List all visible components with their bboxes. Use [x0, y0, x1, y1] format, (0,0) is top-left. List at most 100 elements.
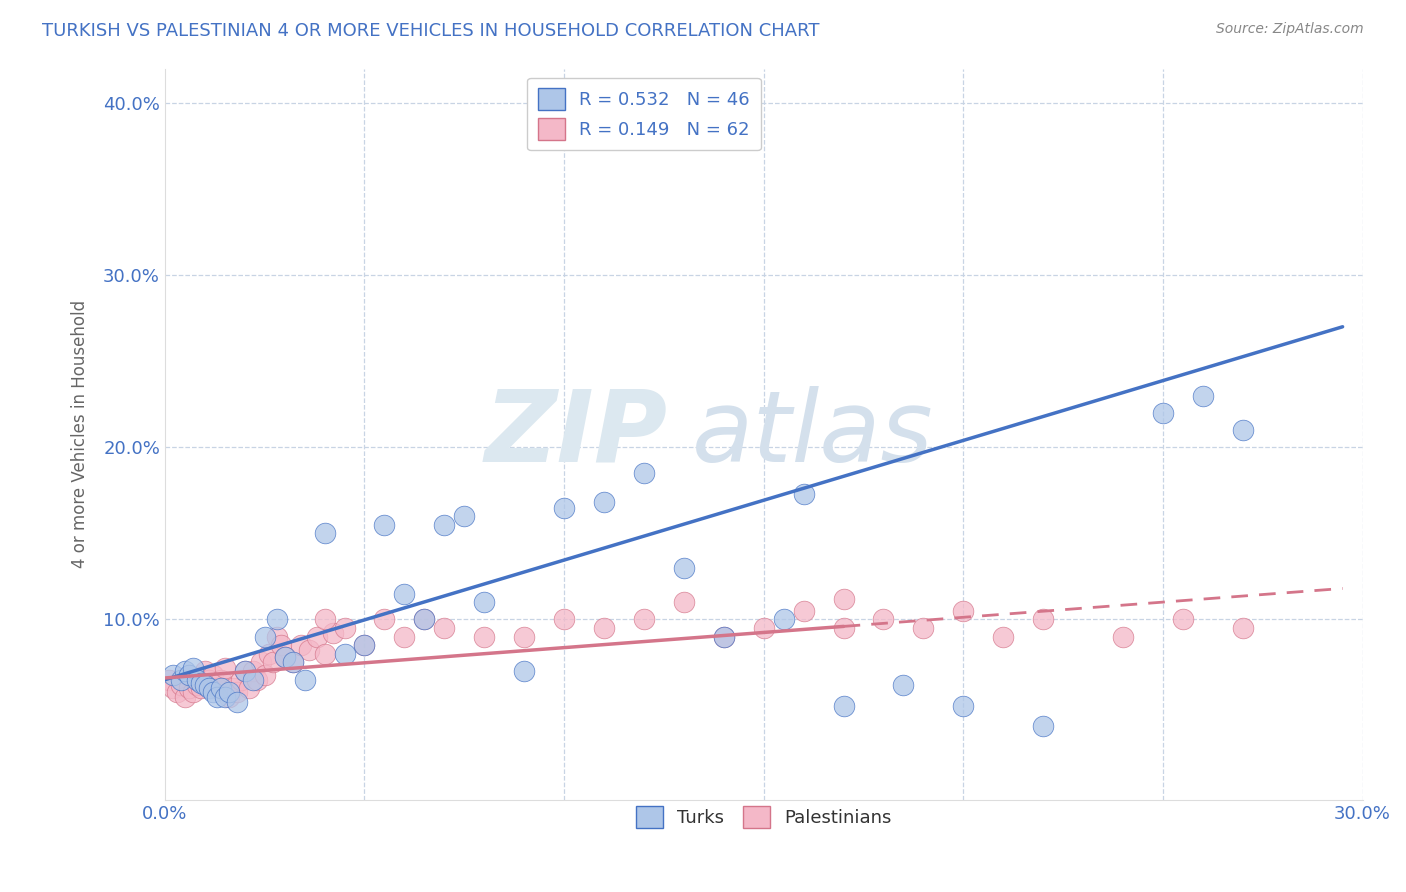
Y-axis label: 4 or more Vehicles in Household: 4 or more Vehicles in Household — [72, 301, 89, 568]
Point — [305, 630, 328, 644]
Point — [353, 638, 375, 652]
Text: Source: ZipAtlas.com: Source: ZipAtlas.com — [1216, 22, 1364, 37]
Point — [333, 647, 356, 661]
Point — [373, 517, 395, 532]
Point — [238, 681, 260, 696]
Point — [832, 591, 855, 606]
Point — [472, 595, 495, 609]
Point — [1112, 630, 1135, 644]
Point — [186, 673, 208, 687]
Point — [197, 673, 219, 687]
Point — [233, 664, 256, 678]
Point — [394, 630, 416, 644]
Point — [253, 630, 276, 644]
Point — [294, 673, 316, 687]
Point — [273, 650, 295, 665]
Point — [186, 678, 208, 692]
Point — [225, 695, 247, 709]
Point — [229, 673, 252, 687]
Point — [297, 643, 319, 657]
Point — [373, 612, 395, 626]
Text: ZIP: ZIP — [485, 386, 668, 483]
Point — [266, 612, 288, 626]
Point — [1171, 612, 1194, 626]
Point — [262, 656, 284, 670]
Point — [190, 681, 212, 696]
Point — [772, 612, 794, 626]
Point — [513, 664, 536, 678]
Point — [253, 667, 276, 681]
Point — [190, 676, 212, 690]
Point — [314, 612, 336, 626]
Point — [793, 604, 815, 618]
Point — [266, 630, 288, 644]
Point — [472, 630, 495, 644]
Point — [713, 630, 735, 644]
Point — [281, 656, 304, 670]
Point — [157, 673, 180, 687]
Point — [162, 667, 184, 681]
Point — [314, 526, 336, 541]
Point — [912, 621, 935, 635]
Point — [246, 673, 269, 687]
Point — [218, 685, 240, 699]
Point — [194, 678, 217, 692]
Point — [872, 612, 894, 626]
Point — [993, 630, 1015, 644]
Point — [273, 650, 295, 665]
Point — [181, 660, 204, 674]
Point — [893, 678, 915, 692]
Point — [233, 664, 256, 678]
Point — [1032, 719, 1054, 733]
Point — [752, 621, 775, 635]
Point — [218, 690, 240, 704]
Point — [281, 656, 304, 670]
Point — [353, 638, 375, 652]
Point — [177, 681, 200, 696]
Point — [1232, 621, 1254, 635]
Point — [222, 681, 245, 696]
Point — [322, 626, 344, 640]
Point — [205, 690, 228, 704]
Point — [1232, 423, 1254, 437]
Point — [290, 638, 312, 652]
Point — [553, 500, 575, 515]
Point — [593, 621, 616, 635]
Text: TURKISH VS PALESTINIAN 4 OR MORE VEHICLES IN HOUSEHOLD CORRELATION CHART: TURKISH VS PALESTINIAN 4 OR MORE VEHICLE… — [42, 22, 820, 40]
Point — [1032, 612, 1054, 626]
Point — [170, 673, 193, 687]
Point — [170, 678, 193, 692]
Point — [713, 630, 735, 644]
Point — [553, 612, 575, 626]
Point — [1192, 389, 1215, 403]
Point — [181, 685, 204, 699]
Point — [952, 698, 974, 713]
Point — [413, 612, 436, 626]
Point — [194, 664, 217, 678]
Point — [832, 698, 855, 713]
Point — [270, 638, 292, 652]
Point — [633, 612, 655, 626]
Point — [197, 681, 219, 696]
Point — [672, 595, 695, 609]
Point — [513, 630, 536, 644]
Point — [952, 604, 974, 618]
Point — [201, 685, 224, 699]
Point — [333, 621, 356, 635]
Point — [413, 612, 436, 626]
Point — [832, 621, 855, 635]
Point — [242, 673, 264, 687]
Point — [173, 664, 195, 678]
Point — [793, 487, 815, 501]
Point — [209, 673, 232, 687]
Legend: Turks, Palestinians: Turks, Palestinians — [628, 798, 898, 835]
Point — [166, 685, 188, 699]
Point — [433, 621, 456, 635]
Point — [209, 681, 232, 696]
Point — [314, 647, 336, 661]
Point — [257, 647, 280, 661]
Point — [453, 509, 475, 524]
Point — [394, 586, 416, 600]
Point — [214, 690, 236, 704]
Point — [162, 681, 184, 696]
